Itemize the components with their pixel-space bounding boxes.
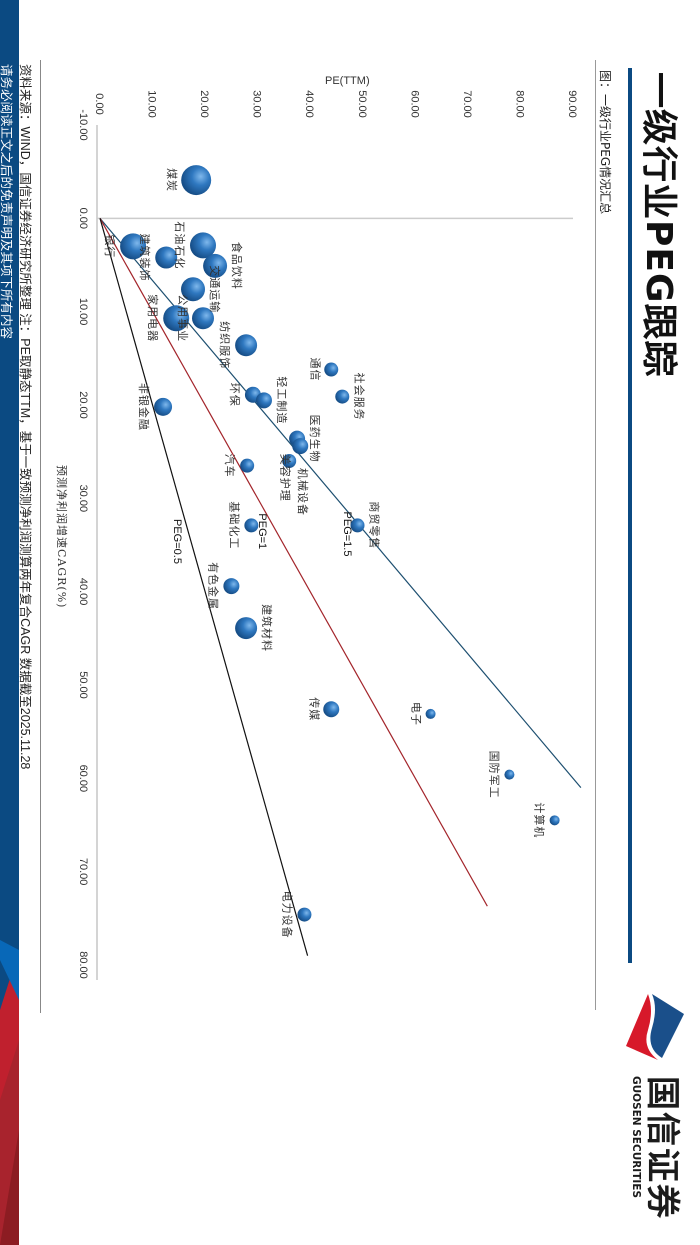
bubble-label: 国防军工 — [487, 751, 501, 799]
bubble-label: 交通运输 — [208, 265, 222, 313]
bubble-point — [155, 246, 178, 269]
bubble-point — [203, 253, 228, 278]
peg-line — [99, 217, 582, 789]
y-axis-title: PE(TTM) — [325, 75, 370, 87]
x-tick-label: 60.00 — [77, 765, 89, 793]
bubble-point — [163, 305, 190, 332]
y-tick-label: 0.00 — [93, 93, 105, 114]
bubble-label: 商贸零售 — [368, 501, 382, 549]
bubble-point — [190, 232, 217, 259]
peg-line — [99, 218, 488, 907]
x-axis-title: 预测净利润增速CAGR(%) — [55, 465, 69, 608]
bubble-point — [181, 165, 212, 196]
y-tick-label: 70.00 — [461, 90, 473, 118]
bubble-label: 医药生物 — [308, 415, 322, 463]
x-tick-label: -10.00 — [77, 109, 89, 140]
y-tick-label: 50.00 — [356, 90, 368, 118]
peg-line-label: PEG=1 — [256, 513, 268, 549]
bubble-point — [282, 454, 297, 468]
footer-decoration-icon — [0, 940, 19, 1245]
bubble-point — [297, 907, 312, 922]
bubble-point — [255, 392, 272, 409]
bubble-label: 电力设备 — [280, 891, 294, 939]
bubble-point — [335, 389, 350, 404]
bubble-point — [244, 518, 259, 533]
footer-band: 请务必阅读正文之后的免责声明及其项下所有内容 — [0, 0, 19, 1245]
bubble-label: 汽车 — [223, 454, 237, 478]
bubble-label: 基础化工 — [227, 501, 241, 549]
x-tick-label: 70.00 — [77, 858, 89, 886]
x-tick-label: 40.00 — [77, 578, 89, 606]
bubble-point — [323, 701, 340, 718]
bubble-point — [549, 815, 560, 826]
x-tick-label: 0.00 — [77, 208, 89, 229]
y-tick-label: 10.00 — [146, 90, 158, 118]
bubble-label: 社会服务 — [352, 373, 366, 421]
bubble-label: 有色金属 — [206, 562, 220, 610]
x-tick-label: 50.00 — [77, 671, 89, 699]
logo-diamond-icon — [626, 994, 684, 1060]
bubble-label: 电子 — [410, 702, 423, 726]
disclaimer-text: 请务必阅读正文之后的免责声明及其项下所有内容 — [0, 64, 14, 340]
y-tick-label: 20.00 — [198, 90, 210, 118]
bubble-point — [235, 617, 258, 640]
bubble-label: 公用事业 — [176, 294, 189, 342]
bubble-point — [181, 277, 206, 302]
y-tick-label: 90.00 — [566, 90, 578, 118]
bubble-point — [120, 233, 147, 260]
bubble-label: 轻工制造 — [275, 376, 289, 424]
x-tick-label: 10.00 — [77, 298, 89, 326]
bubble-point — [425, 708, 436, 719]
bubble-label: 美容护理 — [279, 454, 293, 502]
peg-line-label: PEG=0.5 — [171, 519, 183, 564]
bubble-label: 机械设备 — [296, 468, 310, 516]
bubble-point — [192, 307, 215, 330]
footer-divider — [40, 60, 41, 1013]
bubble-label: 计算机 — [533, 802, 547, 838]
x-tick-label: 80.00 — [77, 951, 89, 979]
y-tick-label: 60.00 — [408, 90, 420, 118]
source-note: 资料来源：WIND，国信证券经济研究所整理 注：PE取静态TTM，基于一致预测净… — [18, 64, 32, 770]
x-tick-label: 20.00 — [77, 391, 89, 419]
bubble-label: 煤炭 — [165, 168, 178, 192]
y-tick-label: 80.00 — [513, 90, 525, 118]
bubble-point — [223, 578, 240, 595]
bubble-label: 纺织服饰 — [218, 321, 232, 369]
bubble-point — [154, 397, 173, 416]
bubble-label: 环保 — [228, 383, 242, 407]
company-logo: 国信证券 GUOSEN SECURITIES — [622, 988, 692, 1220]
y-tick-label: 30.00 — [251, 90, 263, 118]
bubble-label: 家用电器 — [146, 294, 160, 342]
bubble-label: 银行 — [103, 234, 117, 258]
bubble-label: 建筑装饰 — [138, 234, 152, 282]
bubble-label: 传媒 — [307, 697, 320, 721]
bubble-point — [240, 458, 255, 473]
bubble-label: 非银金融 — [137, 383, 151, 431]
bubble-point — [292, 438, 309, 455]
x-tick-label: 30.00 — [77, 485, 89, 513]
bubble-label: 食品饮料 — [230, 242, 244, 290]
y-tick-label: 40.00 — [303, 90, 315, 118]
bubble-point — [504, 769, 515, 780]
bubble-label: 建筑材料 — [260, 604, 274, 652]
peg-line — [99, 218, 309, 956]
bubble-point — [235, 334, 258, 357]
bubble-label: 石油石化 — [173, 221, 187, 269]
bubble-label: 通信 — [308, 358, 321, 382]
peg-line-label: PEG=1.5 — [341, 512, 353, 557]
bubble-point — [324, 362, 339, 377]
bubble-point — [350, 518, 365, 533]
